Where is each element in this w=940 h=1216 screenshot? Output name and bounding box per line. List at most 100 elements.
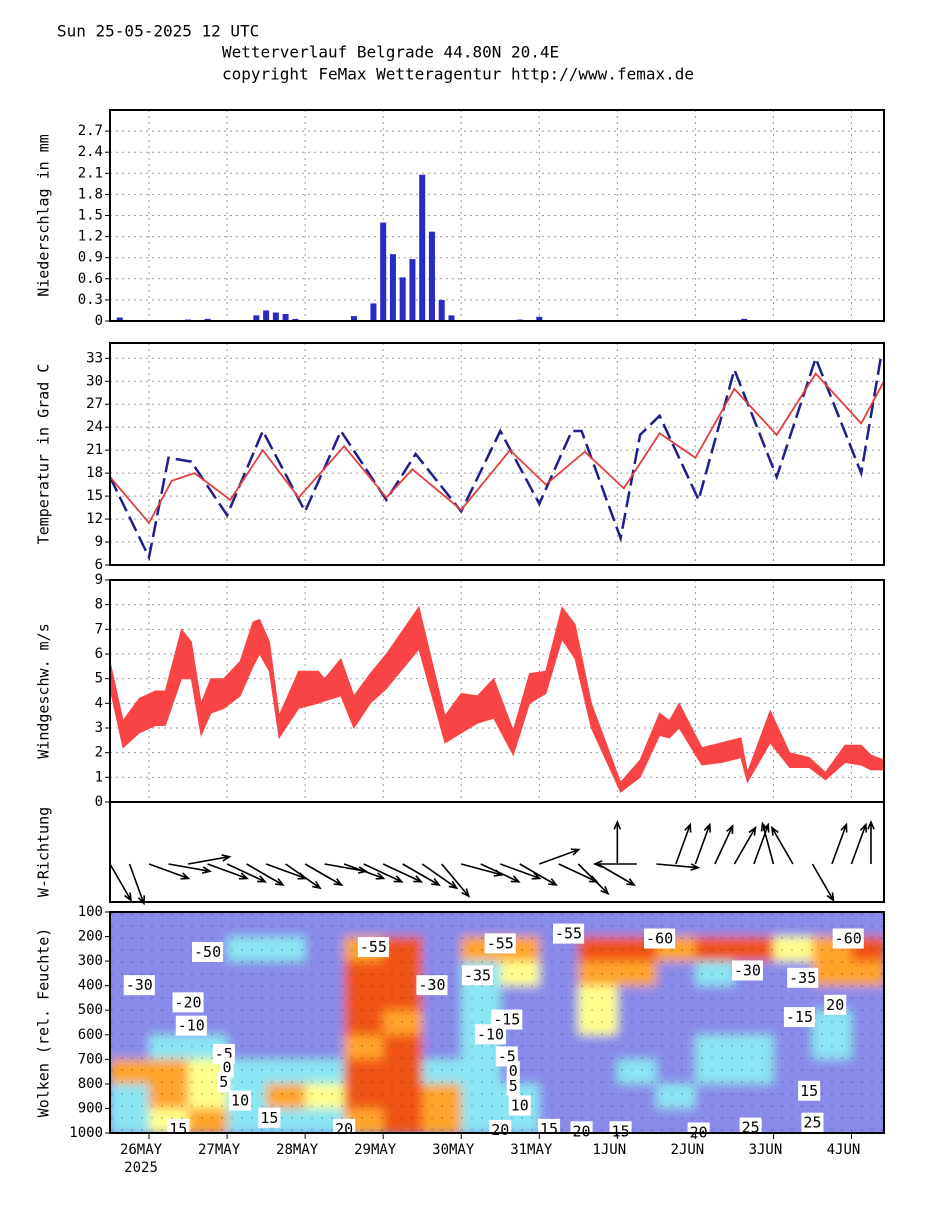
wind-arrow [207, 863, 249, 880]
contour-label-box [175, 1015, 207, 1036]
contour-label-box [489, 1120, 512, 1141]
y-tick-label: 4 [95, 695, 103, 711]
contour-label-box [832, 928, 864, 949]
precip-bar [116, 317, 123, 321]
contour-label: -10 [477, 1025, 504, 1043]
wind-arrow [109, 863, 133, 903]
y-tick-label: 8 [95, 597, 103, 613]
contour-label: 15 [540, 1120, 558, 1138]
wind-arrow [148, 863, 191, 880]
y-tick-label: 33 [86, 350, 103, 366]
y-tick-label: 400 [78, 978, 103, 994]
wind-arrow [519, 863, 558, 887]
contour-label-box [783, 1007, 815, 1028]
contour-label: -20 [175, 993, 202, 1011]
y-tick-label: 1.5 [78, 208, 103, 224]
y-tick-label: 2.4 [78, 144, 103, 160]
panel-frame [109, 801, 885, 903]
contour-label: -15 [493, 1011, 520, 1029]
y-tick-label: 0.9 [78, 250, 103, 266]
contour-label-box [798, 1080, 821, 1101]
panel-frame [109, 109, 885, 322]
contour-label: 15 [260, 1109, 278, 1127]
contour-label: -50 [194, 943, 221, 961]
wind-arrow [597, 863, 636, 887]
panel-frame [109, 911, 885, 1134]
precip-bar [204, 318, 211, 321]
wind-arrow [577, 863, 610, 896]
contour-label-box [258, 1107, 281, 1128]
contour-label: -15 [786, 1008, 813, 1026]
wind-arrow [656, 863, 701, 871]
precip-bar [272, 312, 279, 321]
contour-label: 10 [231, 1092, 249, 1110]
x-tick-label: 28MAY [276, 1142, 319, 1158]
x-tick-label: 2JUN [671, 1142, 705, 1158]
y-tick-label: 600 [78, 1027, 103, 1043]
wind-arrow [363, 863, 404, 883]
contour-label-box [731, 960, 763, 981]
contour-label-box [474, 1024, 507, 1045]
contour-label-box [416, 975, 448, 996]
contour-label: 5 [509, 1077, 518, 1095]
y-tick-label: 9 [95, 534, 103, 550]
wind-arrow [343, 863, 386, 880]
wind-arrow [867, 819, 875, 864]
contour-label: 0 [509, 1062, 518, 1080]
contour-label: -60 [646, 930, 673, 948]
x-tick-label: 4JUN [827, 1142, 861, 1158]
y-tick-label: 300 [78, 953, 103, 969]
precip-bar [380, 222, 387, 321]
y-tick-label: 30 [86, 373, 103, 389]
y-tick-label: 7 [95, 621, 103, 637]
y-tick-label: 1 [95, 769, 103, 785]
contour-label: -5 [498, 1047, 516, 1065]
wind-arrow [246, 863, 285, 887]
y-tick-label: 0 [95, 313, 103, 329]
contour-label: 20 [826, 996, 844, 1014]
contour-label-box [506, 1075, 520, 1096]
wind-arrow [613, 819, 622, 864]
precip-bar [536, 316, 543, 321]
panel-background [110, 343, 884, 565]
wind-arrow [421, 863, 459, 890]
wind-arrow [850, 822, 868, 865]
contour-label: 25 [803, 1114, 821, 1132]
contour-label: -30 [734, 961, 761, 979]
contour-label-box [644, 928, 676, 949]
contour-label: 5 [219, 1073, 228, 1091]
y-tick-label: 2.1 [78, 165, 103, 181]
y-tick-label: 27 [86, 396, 103, 412]
contour-label-box [461, 965, 494, 986]
contour-label: 10 [511, 1096, 529, 1114]
y-tick-label: 900 [78, 1100, 103, 1116]
y-tick-label: 21 [86, 442, 103, 458]
y-tick-label: 6 [95, 557, 103, 573]
panel-frame [109, 342, 885, 566]
y-tick-label: 700 [78, 1051, 103, 1067]
y-axis-label: Temperatur in Grad C [35, 364, 53, 545]
wind-arrow [770, 825, 794, 865]
contour-label: -60 [835, 930, 862, 948]
x-tick-label: 30MAY [432, 1142, 475, 1158]
contour-label: -30 [126, 976, 153, 994]
wind-arrow [304, 863, 344, 887]
contour-label-box [217, 1072, 231, 1093]
precip-bar [428, 231, 435, 321]
wind-arrow [480, 863, 521, 883]
contour-label-box [484, 933, 516, 954]
contour-label: 20 [335, 1120, 353, 1138]
contour-label: 15 [800, 1082, 818, 1100]
wind-arrow [285, 863, 322, 890]
wind-arrow [811, 863, 835, 903]
y-tick-label: 3 [95, 720, 103, 736]
contour-label-box [824, 994, 847, 1015]
y-axis-label: Windgeschw. m/s [35, 623, 53, 758]
temperature-line [109, 372, 885, 525]
panel-background [110, 110, 884, 321]
precip-bar [263, 310, 270, 321]
wind-arrow [168, 863, 212, 874]
y-tick-label: 15 [86, 488, 103, 504]
y-tick-label: 2.7 [78, 123, 103, 139]
header-copyright: copyright FeMax Wetteragentur http://www… [222, 65, 694, 84]
